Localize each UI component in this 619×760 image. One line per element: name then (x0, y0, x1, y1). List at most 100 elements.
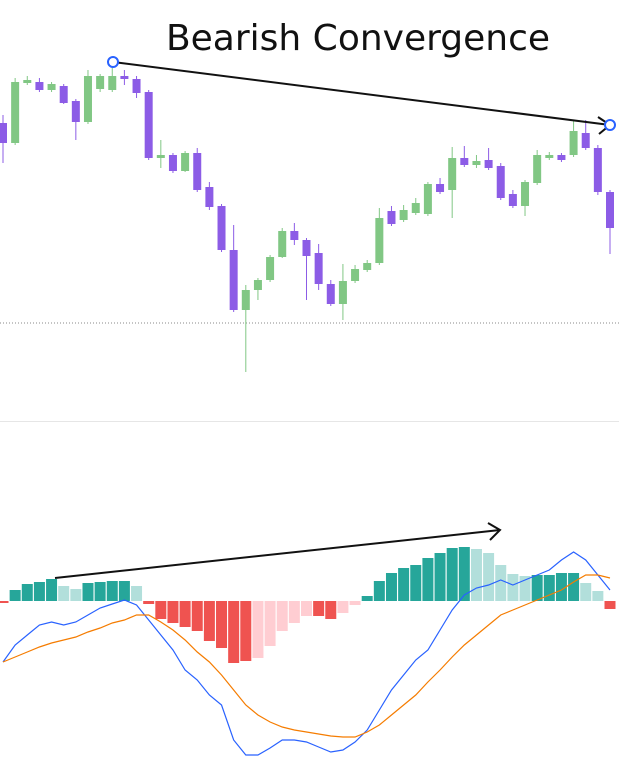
chart-title: Bearish Convergence (166, 18, 550, 59)
histogram-bar (555, 573, 567, 601)
histogram-bar (349, 601, 361, 605)
candle-body (168, 155, 177, 171)
candle-body (193, 153, 202, 190)
histogram-bar (385, 573, 397, 601)
candle-body (326, 284, 335, 304)
candle-body (363, 263, 372, 270)
candle-body (229, 250, 238, 310)
candle-body (302, 240, 311, 256)
histogram-bar (422, 558, 434, 601)
histogram-bar (33, 582, 45, 601)
histogram-bar (252, 601, 264, 658)
candle-body (108, 76, 117, 90)
candle-body (399, 210, 408, 220)
histogram-bar (313, 601, 325, 616)
candle-body (484, 160, 493, 168)
histogram-bar (410, 565, 422, 601)
histogram-bar (131, 586, 143, 601)
candle-body (96, 76, 105, 89)
candle-body (338, 281, 347, 304)
candle-body (423, 184, 432, 214)
histogram-bar (483, 553, 495, 601)
histogram-bar (276, 601, 288, 631)
trend-handle (604, 119, 616, 131)
indicator-arrowhead (487, 522, 502, 541)
candle-body (71, 101, 80, 122)
candle-body (508, 194, 517, 206)
candle-body (120, 76, 129, 79)
candle-body (156, 155, 165, 158)
histogram-bar (568, 573, 580, 601)
histogram-bar (46, 579, 58, 601)
histogram-bar (325, 601, 337, 619)
macd-pane (0, 547, 616, 756)
histogram-bar (143, 601, 155, 604)
candle-body (11, 82, 20, 143)
candle-body (411, 203, 420, 213)
candle-body (253, 280, 262, 290)
histogram-bar (470, 549, 482, 601)
trend-handle (107, 56, 119, 68)
histogram-bar (592, 591, 604, 601)
histogram-bar (398, 568, 410, 601)
candle-body (521, 182, 530, 206)
candle-body (205, 187, 214, 207)
candle-body (0, 123, 7, 143)
candle-body (181, 153, 190, 171)
histogram-bar (604, 601, 616, 609)
histogram-bar (94, 582, 106, 601)
indicator-trend-line (54, 529, 501, 579)
candle-body (47, 84, 56, 90)
histogram-bar (70, 589, 82, 601)
candle-body (83, 76, 92, 122)
histogram-bar (9, 590, 21, 601)
candle-body (144, 92, 153, 158)
histogram-bar (543, 575, 555, 601)
candle-body (217, 206, 226, 250)
histogram-bar (446, 548, 458, 601)
histogram-bar (167, 601, 179, 623)
histogram-bar (191, 601, 203, 631)
histogram-bar (361, 596, 373, 601)
histogram-bar (507, 574, 519, 601)
histogram-bar (0, 601, 9, 603)
trend-line (112, 61, 611, 126)
candle-body (472, 161, 481, 165)
candle-body (132, 79, 141, 93)
histogram-bar (155, 601, 167, 619)
candle-body (375, 218, 384, 263)
histogram-bar (301, 601, 312, 616)
candle-body (290, 231, 299, 240)
candle-body (351, 269, 360, 281)
candle-body (23, 80, 32, 83)
candle-body (278, 231, 287, 257)
histogram-bar (106, 581, 118, 601)
candle-body (460, 158, 469, 165)
candle-body (569, 131, 578, 155)
candle-body (241, 290, 250, 310)
indicator-line (2, 574, 611, 738)
histogram-bar (458, 547, 470, 601)
candle-body (35, 82, 44, 90)
histogram-bar (58, 586, 70, 601)
histogram-bar (179, 601, 191, 627)
candle-body (581, 133, 590, 148)
candle-body (593, 148, 602, 192)
histogram-bar (240, 601, 252, 661)
histogram-bar (264, 601, 276, 646)
histogram-bar (21, 584, 33, 601)
histogram-bar (434, 553, 446, 601)
candle-body (436, 184, 445, 192)
histogram-bar (228, 601, 240, 663)
candle-body (59, 86, 68, 103)
candle-body (314, 253, 323, 284)
candle-body (545, 155, 554, 158)
candle-pane (0, 62, 614, 372)
histogram-bar (580, 583, 592, 601)
histogram-bar (288, 601, 300, 623)
histogram-bar (216, 601, 228, 648)
candle-body (266, 257, 275, 280)
candle-body (387, 211, 396, 224)
